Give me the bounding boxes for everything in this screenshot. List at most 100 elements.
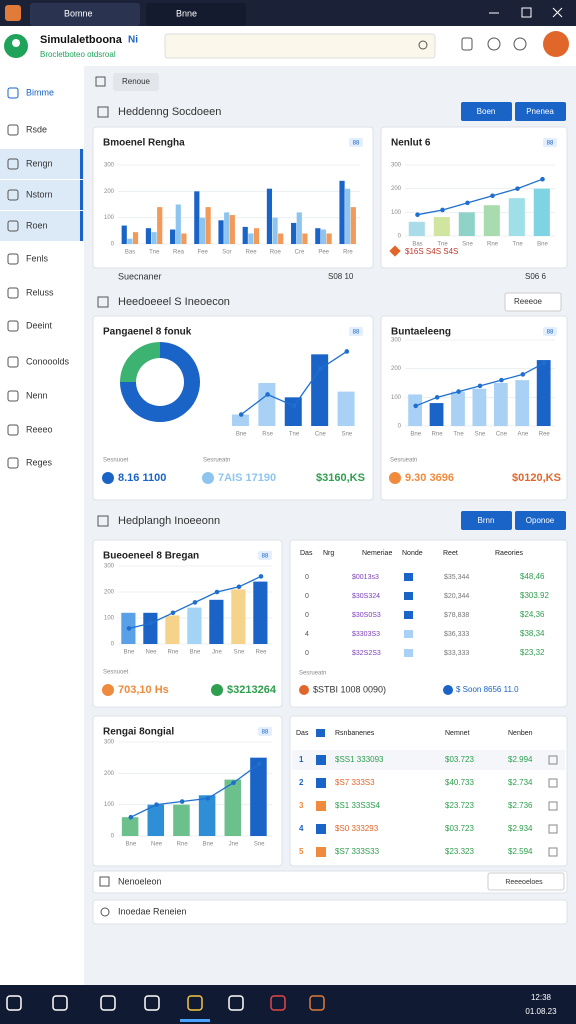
taskbar-icon[interactable]: [228, 995, 244, 1011]
bar: [326, 233, 332, 244]
x-tick-label: Rne: [487, 242, 499, 248]
taskbar-icon[interactable]: [144, 995, 160, 1011]
nav-item[interactable]: Nenn: [26, 390, 48, 400]
nav-item[interactable]: Bimme: [26, 87, 54, 97]
bar: [250, 757, 267, 836]
dropdown-label[interactable]: Reeeoeloes: [505, 879, 543, 886]
cell: 3: [299, 801, 304, 810]
cell: $SS1 333093: [335, 755, 384, 764]
nav-item[interactable]: Roen: [26, 220, 48, 230]
bar: [121, 817, 139, 836]
bar: [165, 615, 180, 644]
x-tick-label: Bne: [202, 842, 213, 848]
nav-item[interactable]: Reges: [26, 457, 53, 467]
button[interactable]: [461, 511, 512, 530]
taskbar-icon[interactable]: [309, 995, 325, 1011]
tab-label[interactable]: Bomne: [64, 8, 93, 18]
tab[interactable]: [30, 3, 140, 26]
trend-point: [291, 403, 297, 409]
nav-item[interactable]: Nstorn: [26, 189, 53, 199]
nav-item[interactable]: Deeint: [26, 320, 53, 330]
bar: [408, 221, 425, 236]
cell: $35,344: [444, 574, 469, 581]
nav-icon: [7, 287, 19, 299]
nav-item[interactable]: Rsde: [26, 124, 47, 134]
checkbox[interactable]: [548, 801, 558, 811]
nav-icon: [7, 189, 19, 201]
button-label[interactable]: Oponoe: [526, 516, 555, 525]
bar: [209, 599, 224, 644]
bar: [339, 180, 345, 244]
x-tick-label: Tne: [453, 432, 464, 438]
taskbar-icon[interactable]: [6, 995, 22, 1011]
x-tick-label: Ane: [518, 432, 529, 438]
chip-label[interactable]: Renoue: [122, 77, 151, 86]
row-title[interactable]: Inoedae Reneien: [118, 906, 187, 916]
checkbox[interactable]: [548, 778, 558, 788]
taskbar: [0, 985, 576, 1024]
taskbar-icon[interactable]: [187, 995, 203, 1011]
bar: [483, 205, 500, 236]
cell: $2.594: [508, 847, 533, 856]
cell: 0: [305, 574, 309, 581]
table-header: Nemnet: [445, 730, 470, 737]
x-tick-label: Jne: [229, 842, 239, 848]
nav-item[interactable]: Conooolds: [26, 356, 70, 366]
trend-line: [417, 178, 543, 216]
row-icon: [100, 907, 110, 917]
nav-icon: [7, 457, 19, 469]
maximize[interactable]: [521, 7, 532, 18]
dropdown[interactable]: [487, 872, 565, 891]
card-title: Pangaenel 8 fonuk: [103, 327, 192, 338]
taskbar-icon[interactable]: [100, 995, 116, 1011]
button-label[interactable]: Brnn: [478, 516, 495, 525]
bar: [472, 388, 487, 426]
button[interactable]: [461, 102, 512, 121]
status-square: [404, 592, 413, 600]
x-tick-label: Nee: [151, 842, 163, 848]
bar: [266, 188, 273, 244]
stat-dot: [102, 472, 114, 484]
trend-point: [205, 796, 211, 801]
checkbox[interactable]: [548, 755, 558, 765]
button-label[interactable]: Boen: [477, 107, 496, 116]
nav-item[interactable]: Reluss: [26, 287, 54, 297]
nav-icon: [7, 158, 19, 170]
bar: [242, 226, 248, 244]
taskbar-icon[interactable]: [270, 995, 286, 1011]
dropdown-label[interactable]: Reeeoe: [514, 297, 543, 306]
search-box[interactable]: [164, 33, 436, 59]
checkbox[interactable]: [548, 847, 558, 857]
button[interactable]: [515, 102, 566, 121]
close[interactable]: [552, 7, 563, 18]
cell: 2: [299, 778, 304, 787]
nav-icon: [7, 390, 19, 402]
tab[interactable]: [146, 3, 246, 26]
icon[interactable]: [461, 37, 473, 51]
y-tick-label: 100: [104, 802, 115, 808]
bar: [157, 207, 163, 244]
x-tick-label: Cne: [496, 432, 508, 438]
y-tick-label: 100: [391, 210, 402, 216]
icon[interactable]: [513, 37, 527, 51]
search-icon[interactable]: [418, 40, 428, 50]
button-label[interactable]: Pnenea: [526, 107, 554, 116]
dropdown[interactable]: [504, 292, 562, 312]
icon[interactable]: [487, 37, 501, 51]
checkbox[interactable]: [548, 824, 558, 834]
nav-item[interactable]: Reeeo: [26, 424, 53, 434]
nav-item[interactable]: Fenls: [26, 253, 49, 263]
y-tick-label: 200: [104, 189, 115, 195]
nav-item[interactable]: Rengn: [26, 158, 53, 168]
tab-label[interactable]: Bnne: [176, 8, 197, 18]
taskbar-icon[interactable]: [52, 995, 68, 1011]
chip[interactable]: [113, 73, 159, 91]
x-tick-label: Sne: [475, 432, 486, 438]
bar: [337, 391, 355, 426]
avatar[interactable]: [543, 31, 569, 57]
x-tick-label: Sne: [234, 650, 245, 656]
button[interactable]: [515, 511, 566, 530]
table-header: Raeories: [495, 550, 524, 557]
cell: $3303S3: [352, 631, 380, 638]
